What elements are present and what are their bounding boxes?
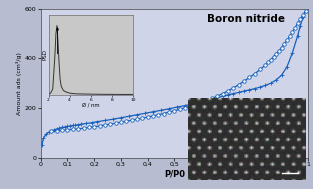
Text: Boron nitride: Boron nitride [207, 15, 285, 25]
Y-axis label: Amount ads (cm³/g): Amount ads (cm³/g) [16, 52, 22, 115]
Y-axis label: PSD: PSD [42, 49, 47, 60]
X-axis label: P/P0: P/P0 [164, 170, 185, 179]
X-axis label: Ø / nm: Ø / nm [82, 103, 100, 108]
